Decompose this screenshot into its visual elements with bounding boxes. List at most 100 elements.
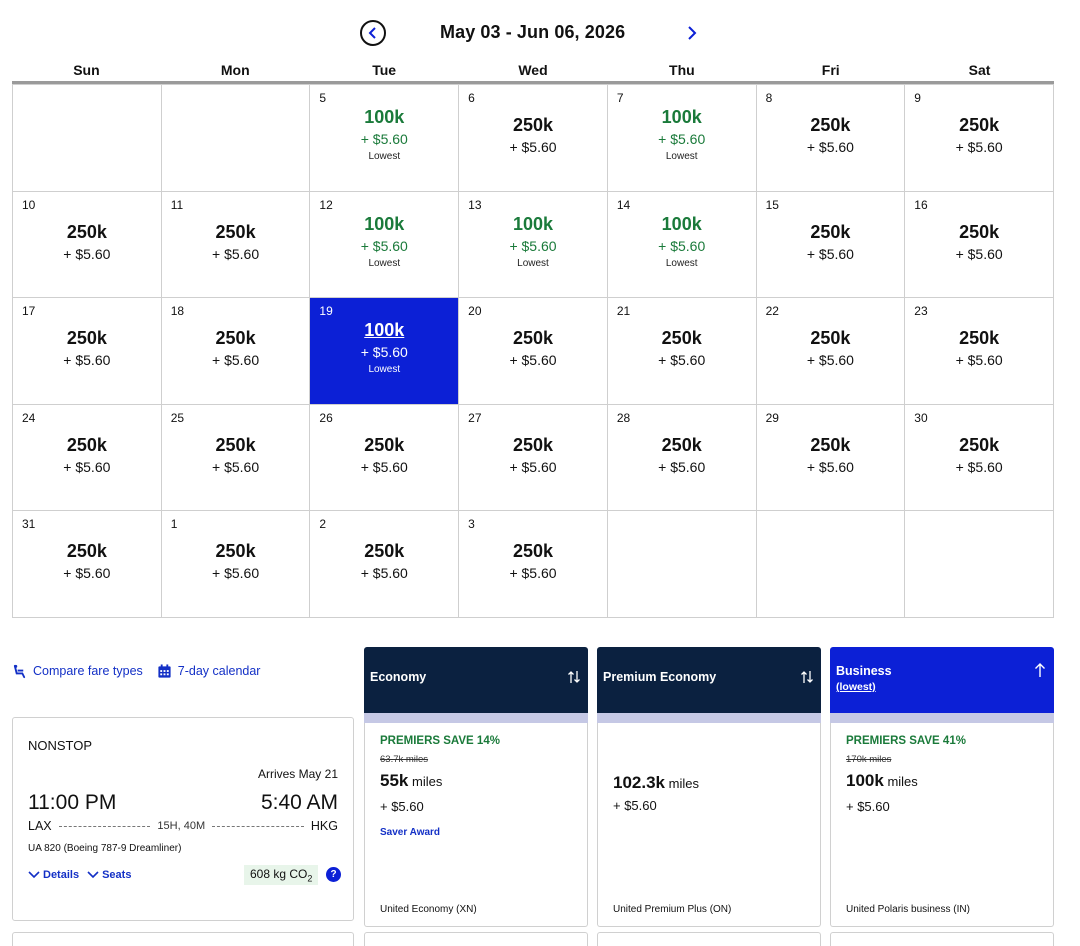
day-number: 5 — [319, 91, 327, 105]
day-tax-price: + $5.60 — [955, 245, 1003, 262]
calendar-day-cell[interactable]: 12 100k + $5.60 Lowest — [310, 191, 460, 299]
day-miles-price: 250k — [66, 221, 107, 242]
original-price: 63.7k miles — [380, 754, 429, 765]
day-miles-price: 250k — [66, 434, 107, 455]
calendar-day-cell[interactable]: 9 250k + $5.60 — [905, 85, 1054, 192]
day-number: 20 — [468, 304, 482, 319]
sort-icon — [801, 671, 813, 683]
calendar-day-cell[interactable]: 31 250k + $5.60 — [13, 511, 162, 618]
calendar-day-cell[interactable]: 26 250k + $5.60 — [310, 404, 460, 512]
next-month-button[interactable] — [682, 22, 702, 44]
calendar-day-cell[interactable]: 24 250k + $5.60 — [13, 404, 162, 512]
compare-fare-types-label: Compare fare types — [33, 664, 143, 678]
view-options: Compare fare types 7-day calendar — [12, 662, 260, 680]
calendar-day-cell[interactable]: 19 100k + $5.60 Lowest — [310, 298, 460, 405]
calendar-day-cell[interactable]: 28 250k + $5.60 — [607, 404, 757, 512]
calendar-day-cell[interactable]: 21 250k + $5.60 — [607, 298, 757, 405]
calendar-day-cell[interactable]: 17 250k + $5.60 — [13, 298, 162, 405]
day-tax-price: + $5.60 — [212, 352, 260, 369]
calendar-day-cell[interactable]: 1 250k + $5.60 — [161, 511, 311, 618]
next-premium-economy-fare[interactable] — [597, 932, 821, 946]
chevron-down-icon — [87, 871, 99, 879]
day-number: 31 — [22, 517, 36, 532]
next-economy-fare[interactable] — [364, 932, 588, 946]
calendar-day-cell[interactable]: 20 250k + $5.60 — [459, 298, 608, 405]
route-dash-right — [212, 825, 304, 827]
economy-fare-column: Economy PREMIERS SAVE 14% 63.7k miles 55… — [364, 647, 588, 927]
premium-economy-header[interactable]: Premium Economy — [597, 647, 821, 713]
calendar-day-cell[interactable]: 6 250k + $5.60 — [459, 85, 608, 192]
day-number: 8 — [765, 91, 773, 105]
weekday-sun: Sun — [73, 62, 100, 78]
day-miles-price: 250k — [661, 328, 702, 349]
day-number: 2 — [319, 517, 327, 532]
calendar-day-cell[interactable]: 13 100k + $5.60 Lowest — [459, 191, 608, 299]
day-miles-price: 100k — [364, 107, 405, 127]
flight-duration: 15H, 40M — [157, 820, 206, 832]
next-flight-card[interactable] — [12, 932, 354, 946]
day-number: 11 — [170, 197, 184, 212]
day-number: 9 — [914, 91, 921, 105]
calendar-day-cell[interactable]: 10 250k + $5.60 — [13, 191, 162, 299]
day-tax-price: + $5.60 — [360, 458, 408, 475]
calendar-day-cell[interactable]: 2 250k + $5.60 — [310, 511, 460, 618]
sort-icon — [568, 671, 580, 683]
day-number: 28 — [616, 410, 631, 425]
weekday-divider — [12, 81, 1054, 84]
fare-miles: 55k miles — [380, 771, 442, 791]
business-header-label: Business — [836, 664, 892, 678]
day-miles-price: 100k — [661, 213, 702, 234]
calendar-icon — [158, 663, 171, 678]
economy-fare-option[interactable]: PREMIERS SAVE 14% 63.7k miles 55k miles … — [364, 723, 588, 927]
calendar-day-cell[interactable]: 14 100k + $5.60 Lowest — [607, 191, 757, 299]
calendar-day-cell[interactable]: 22 250k + $5.60 — [756, 298, 906, 405]
economy-header[interactable]: Economy — [364, 647, 588, 713]
business-fare-option[interactable]: PREMIERS SAVE 41% 170k miles 100k miles … — [830, 723, 1054, 927]
calendar-day-cell[interactable]: 30 250k + $5.60 — [905, 404, 1054, 512]
day-miles-price: 250k — [810, 434, 851, 455]
previous-month-button[interactable] — [360, 20, 386, 46]
day-tax-price: + $5.60 — [509, 565, 557, 582]
day-number: 26 — [319, 410, 333, 425]
details-toggle[interactable]: Details — [28, 869, 79, 881]
weekday-wed: Wed — [518, 62, 548, 78]
calendar-day-cell[interactable]: 5 100k + $5.60 Lowest — [310, 85, 460, 192]
original-price: 170k miles — [846, 754, 892, 765]
day-tax-price: + $5.60 — [806, 245, 854, 262]
day-number: 3 — [468, 517, 475, 532]
premium-economy-fare-option[interactable]: 102.3k miles + $5.60 United Premium Plus… — [597, 723, 821, 927]
business-header[interactable]: Business (lowest) — [830, 647, 1054, 713]
co2-help-icon[interactable]: ? — [326, 867, 341, 882]
day-tax-price: + $5.60 — [509, 458, 557, 475]
calendar-day-cell[interactable]: 23 250k + $5.60 — [905, 298, 1054, 405]
day-number: 16 — [914, 197, 928, 212]
route-line: LAX 15H, 40M HKG — [28, 819, 338, 833]
day-tax-price: + $5.60 — [360, 565, 408, 582]
calendar-day-cell[interactable]: 18 250k + $5.60 — [161, 298, 311, 405]
calendar-day-cell[interactable]: 16 250k + $5.60 — [905, 191, 1054, 299]
calendar-day-cell[interactable]: 25 250k + $5.60 — [161, 404, 311, 512]
next-business-fare[interactable] — [830, 932, 1054, 946]
lowest-badge: Lowest — [665, 257, 698, 269]
seven-day-calendar-label: 7-day calendar — [177, 664, 261, 678]
arrival-date: Arrives May 21 — [257, 767, 338, 781]
compare-fare-types-link[interactable]: Compare fare types — [12, 664, 143, 679]
day-number: 22 — [765, 304, 779, 319]
calendar-day-cell[interactable]: 27 250k + $5.60 — [459, 404, 608, 512]
day-number: 6 — [468, 91, 475, 105]
day-number: 10 — [22, 197, 36, 212]
calendar-day-cell[interactable]: 11 250k + $5.60 — [161, 191, 311, 299]
day-miles-price: 250k — [512, 434, 554, 455]
weekday-fri: Fri — [821, 62, 840, 78]
calendar-day-cell[interactable]: 15 250k + $5.60 — [756, 191, 906, 299]
calendar-day-cell[interactable]: 3 250k + $5.60 — [459, 511, 608, 618]
calendar-day-cell[interactable]: 29 250k + $5.60 — [756, 404, 906, 512]
day-miles-price: 250k — [364, 541, 405, 562]
details-label: Details — [43, 869, 80, 881]
departure-time: 11:00 PM — [28, 791, 117, 814]
calendar-day-cell[interactable]: 7 100k + $5.60 Lowest — [607, 85, 757, 192]
day-tax-price: + $5.60 — [658, 352, 706, 369]
seven-day-calendar-link[interactable]: 7-day calendar — [157, 663, 261, 679]
calendar-day-cell[interactable]: 8 250k + $5.60 — [756, 85, 906, 192]
seats-toggle[interactable]: Seats — [87, 869, 131, 881]
